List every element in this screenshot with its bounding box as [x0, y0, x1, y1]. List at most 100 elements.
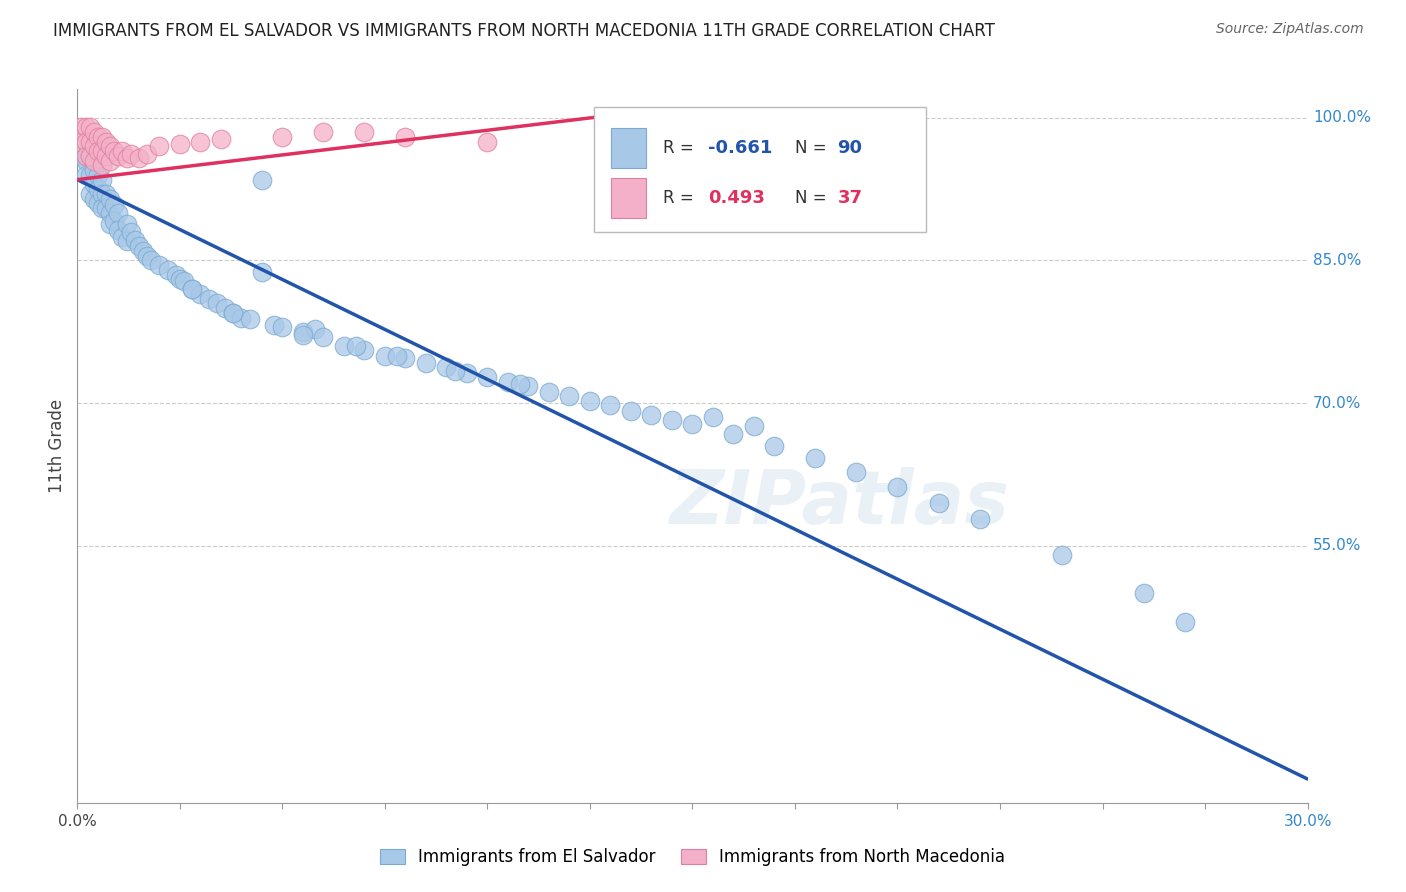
Point [271, 320, 294, 334]
Point [271, 129, 294, 144]
Point [115, 151, 138, 165]
Point [94, 186, 117, 201]
Point [969, 512, 991, 526]
Text: 85.0%: 85.0% [1313, 253, 1361, 268]
Point [79, 149, 101, 163]
Text: 0.0%: 0.0% [58, 814, 97, 829]
Point [75, 120, 97, 135]
Point [222, 306, 245, 320]
Point [124, 233, 146, 247]
Point [353, 343, 375, 357]
Point [107, 149, 129, 163]
Point [98, 139, 121, 153]
Point [239, 312, 262, 326]
Point [250, 172, 273, 186]
Point [87, 129, 110, 144]
Point [304, 322, 326, 336]
Text: 37: 37 [838, 189, 863, 207]
Point [98, 206, 121, 220]
Point [98, 153, 121, 168]
Point [181, 282, 204, 296]
Point [181, 282, 204, 296]
Point [374, 349, 396, 363]
Point [79, 168, 101, 182]
Point [90, 129, 114, 144]
Point [94, 135, 117, 149]
Point [1132, 586, 1154, 600]
Point [103, 144, 125, 158]
Point [456, 366, 478, 380]
Point [436, 359, 458, 374]
Text: N =: N = [794, 139, 831, 157]
Point [886, 480, 908, 494]
Point [394, 351, 416, 365]
Point [120, 147, 142, 161]
Point [90, 158, 114, 172]
Point [103, 198, 125, 212]
Point [312, 125, 335, 139]
Point [682, 417, 704, 431]
Point [79, 135, 101, 149]
Point [75, 135, 97, 149]
Text: 100.0%: 100.0% [1313, 111, 1371, 125]
Point [128, 151, 150, 165]
Point [156, 263, 179, 277]
Point [579, 394, 602, 409]
Text: -0.661: -0.661 [709, 139, 773, 157]
Text: N =: N = [794, 189, 831, 207]
Point [599, 141, 621, 155]
Text: IMMIGRANTS FROM EL SALVADOR VS IMMIGRANTS FROM NORTH MACEDONIA 11TH GRADE CORREL: IMMIGRANTS FROM EL SALVADOR VS IMMIGRANT… [53, 22, 995, 40]
Point [214, 301, 236, 315]
Point [75, 149, 97, 163]
Point [928, 496, 950, 510]
Text: 70.0%: 70.0% [1313, 396, 1361, 410]
Point [87, 144, 110, 158]
Point [115, 235, 138, 249]
Point [477, 135, 499, 149]
Point [79, 186, 101, 201]
Point [83, 192, 105, 206]
Point [70, 135, 93, 149]
Point [169, 137, 191, 152]
Point [83, 125, 105, 139]
Point [111, 144, 134, 158]
Point [415, 356, 437, 370]
Point [763, 439, 786, 453]
Point [120, 225, 142, 239]
Point [165, 268, 187, 282]
Point [94, 201, 117, 215]
Point [90, 172, 114, 186]
Point [804, 451, 827, 466]
Point [83, 153, 105, 168]
Point [87, 168, 110, 182]
Point [477, 369, 499, 384]
Point [70, 120, 93, 135]
Point [702, 409, 724, 424]
Point [353, 125, 375, 139]
Point [344, 339, 367, 353]
FancyBboxPatch shape [612, 178, 645, 218]
Point [90, 186, 114, 201]
Point [70, 149, 93, 163]
Point [1050, 549, 1073, 563]
Point [83, 163, 105, 178]
Point [169, 272, 191, 286]
Point [141, 253, 163, 268]
Point [333, 339, 356, 353]
Point [115, 217, 138, 231]
Text: 90: 90 [838, 139, 863, 157]
Point [107, 223, 129, 237]
Point [742, 419, 765, 434]
Point [661, 413, 683, 427]
Text: 30.0%: 30.0% [1284, 814, 1331, 829]
Point [197, 292, 219, 306]
Point [107, 206, 129, 220]
Point [136, 147, 159, 161]
Point [136, 249, 159, 263]
Point [83, 178, 105, 192]
Point [620, 404, 643, 418]
Point [75, 168, 97, 182]
Point [1174, 615, 1197, 629]
Point [79, 149, 101, 163]
Point [443, 364, 465, 378]
